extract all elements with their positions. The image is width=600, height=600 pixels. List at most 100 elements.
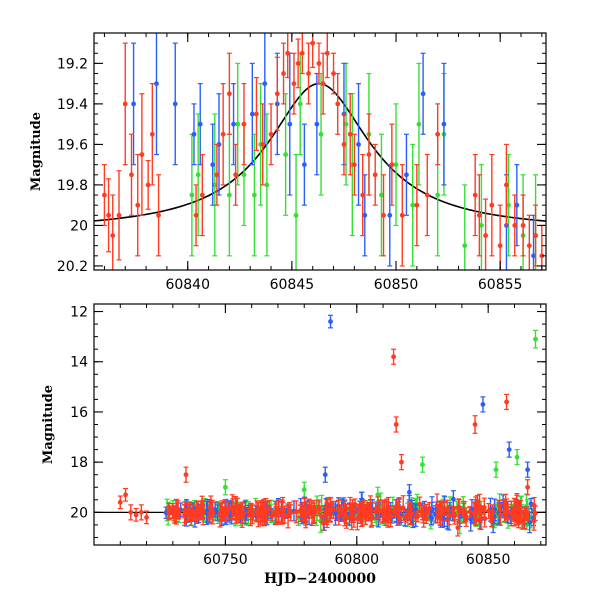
data-point [389,162,395,168]
data-point [318,131,324,137]
data-point [275,509,281,515]
data-point [462,243,468,249]
full-data-point [280,496,286,523]
data-point [409,511,415,517]
data-point [287,121,293,127]
data-point [525,513,530,518]
full-data-point [352,498,358,511]
data-point [309,511,314,517]
data-point [106,212,111,218]
data-point [400,505,406,511]
full-data-point [488,515,494,528]
data-point [246,510,252,516]
full-data-point [259,500,265,523]
zoom-data-point [214,143,220,206]
data-point [199,192,205,198]
data-point [222,484,228,490]
data-point [360,192,366,198]
data-point [212,182,218,188]
full-data-point [528,497,534,510]
data-point [399,459,404,465]
data-point [420,91,426,97]
data-point [102,192,107,198]
x-tick-label: 60750 [203,552,248,568]
data-point [531,253,536,259]
full-data-point [400,495,406,521]
zoom-data-point [520,194,526,257]
data-point [233,172,239,178]
data-point [351,162,357,168]
zoom-data-point [403,133,409,216]
data-point [533,233,538,238]
zoom-data-point [197,83,203,166]
data-point [393,162,399,168]
data-point [504,182,509,188]
full-data-point [444,499,450,522]
data-point [488,518,494,524]
y-tick-label: 16 [70,405,88,421]
zoom-data-point [149,83,155,186]
data-point [251,192,257,198]
data-point [434,503,440,509]
y-tick-label: 20.2 [57,259,88,275]
full-data-point [293,500,299,524]
data-point [493,467,499,473]
zoom-series [101,33,545,270]
data-point [268,131,274,137]
full-data-point [385,509,391,528]
zoom-data-point [226,52,232,135]
data-point [387,212,393,218]
data-point [498,512,503,518]
zoom-data-point [287,52,293,196]
data-point [375,492,381,498]
full-data-point [524,510,530,521]
data-point [217,512,223,518]
zoom-data-point [145,160,151,210]
data-point [310,40,316,46]
zoom-data-point [191,103,197,166]
data-point [515,514,521,520]
full-data-point [288,504,294,522]
zoom-data-point [128,133,134,216]
data-point [299,50,305,56]
data-point [280,507,286,513]
data-point [123,492,128,498]
full-outlier-point [393,416,399,433]
data-point [306,71,311,76]
full-outlier-point [506,441,512,458]
full-outlier-point [322,466,328,483]
data-point [222,511,228,517]
full-data-point [316,499,322,517]
zoom-data-point [324,33,330,79]
full-data-point [303,501,309,526]
full-outlier-point [183,466,189,483]
data-point [527,519,533,525]
data-point [406,489,412,495]
zoom-data-point [199,153,205,237]
data-point [504,510,510,516]
y-tick-label: 19.8 [57,178,88,194]
full-outlier-point [328,314,334,329]
data-point [467,509,473,514]
data-point [266,505,272,511]
data-point [262,81,268,87]
data-point [347,131,353,137]
zoom-data-point [301,123,307,206]
full-outlier-point [222,479,228,496]
data-point [129,172,134,178]
full-data-point [426,502,432,515]
data-point [356,142,361,147]
full-data-point [361,500,367,515]
data-point [444,507,450,513]
full-data-point [393,499,399,515]
data-point [525,484,531,490]
zoom-plot-frame [93,32,547,271]
full-data-point [324,502,330,515]
zoom-data-point [414,164,420,247]
data-point [479,223,484,228]
full-data-point [423,511,429,525]
data-point [396,507,402,513]
zoom-data-point [189,133,195,257]
data-point [504,399,509,405]
